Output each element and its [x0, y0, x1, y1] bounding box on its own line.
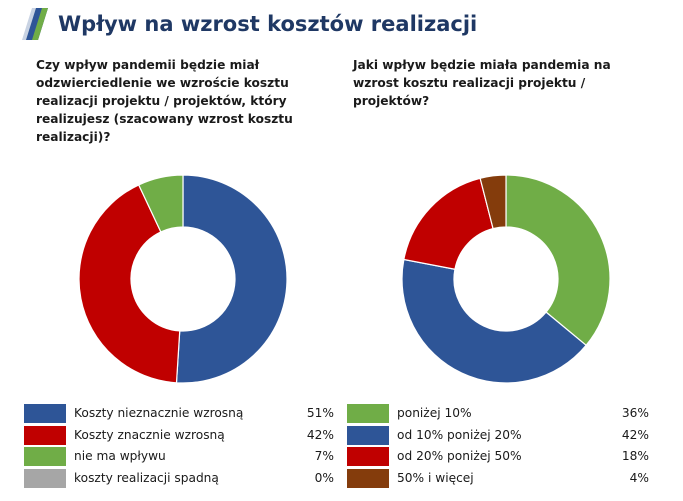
legend-item: od 20% poniżej 50% 18% — [347, 446, 649, 468]
legend-value: 18% — [621, 449, 649, 463]
legend-value: 51% — [306, 406, 334, 420]
header: Wpływ na wzrost kosztów realizacji — [22, 6, 477, 42]
legend-label: Koszty znacznie wzrosną — [74, 427, 225, 442]
legend-item: nie ma wpływu 7% — [24, 446, 334, 468]
legend-item: Koszty nieznacznie wzrosną 51% — [24, 403, 334, 425]
legend-item: od 10% poniżej 20% 42% — [347, 425, 649, 447]
chart-1-title-line: odzwierciedlenie we wzroście kosztu — [36, 76, 289, 90]
legend-swatch — [24, 468, 66, 488]
chart-1-title-line: realizacji projektu / projektów, który — [36, 94, 287, 108]
chart-1-title-line: realizacji)? — [36, 130, 111, 144]
donut-slice-koszty-znacznie-wzrosna — [78, 184, 181, 384]
donut-chart-pandemic-impact — [401, 174, 611, 384]
legend-value: 42% — [621, 427, 649, 442]
legend-value: 4% — [629, 470, 649, 485]
chart-2-title-line: projektów? — [353, 94, 430, 108]
legend-swatch — [347, 425, 389, 445]
legend-label: poniżej 10% — [397, 406, 472, 420]
legend-swatch — [24, 404, 66, 423]
legend-swatch — [24, 425, 66, 445]
legend-label: od 20% poniżej 50% — [397, 449, 522, 463]
donut-chart-cost-increase — [78, 174, 288, 384]
legend-swatch — [347, 404, 389, 423]
donut-slice-50-i-wiecej — [479, 174, 507, 230]
page-title: Wpływ na wzrost kosztów realizacji — [58, 12, 478, 36]
legend-swatch — [24, 447, 66, 466]
legend-item: poniżej 10% 36% — [347, 403, 649, 425]
chart-2-title: Jaki wpływ będzie miała pandemia na wzro… — [353, 56, 653, 110]
legend-item: Koszty znacznie wzrosną 42% — [24, 425, 334, 447]
chart-1-title: Czy wpływ pandemii będzie miał odzwierci… — [36, 56, 326, 146]
legend-item: koszty realizacji spadną 0% — [24, 468, 334, 490]
legend-value: 0% — [314, 470, 334, 485]
legend-label: nie ma wpływu — [74, 449, 166, 463]
legend-value: 42% — [306, 427, 334, 442]
chart-1-title-line: Czy wpływ pandemii będzie miał — [36, 58, 260, 72]
legend-label: 50% i więcej — [397, 470, 474, 485]
legend-swatch — [347, 468, 389, 488]
legend-label: od 10% poniżej 20% — [397, 427, 522, 442]
legend-label: koszty realizacji spadną — [74, 470, 219, 485]
chart-2-title-line: Jaki wpływ będzie miała pandemia na — [353, 58, 611, 72]
legend-value: 7% — [314, 449, 334, 463]
chart-1-title-line: realizujesz (szacowany wzrost kosztu — [36, 112, 293, 126]
chart-2-title-line: wzrost kosztu realizacji projektu / — [353, 76, 586, 90]
donut-slice-koszty-nieznacznie-wzrosna — [175, 174, 288, 384]
legend-item: 50% i więcej 4% — [347, 468, 649, 490]
legend-label: Koszty nieznacznie wzrosną — [74, 406, 244, 420]
donut-slice-od-10-ponizej-20 — [401, 258, 587, 384]
chart-2-legend: poniżej 10% 36% od 10% poniżej 20% 42% od 20… — [347, 403, 649, 489]
donut-slice-ponizej-10 — [505, 174, 611, 347]
stripes-logo-icon — [22, 8, 48, 40]
legend-value: 36% — [621, 406, 649, 420]
donut-slice-od-20-ponizej-50 — [403, 177, 494, 270]
chart-1-legend: Koszty nieznacznie wzrosną 51% Koszty znac… — [24, 403, 334, 489]
legend-swatch — [347, 447, 389, 466]
donut-slice-nie-ma-wplywu — [137, 174, 184, 233]
